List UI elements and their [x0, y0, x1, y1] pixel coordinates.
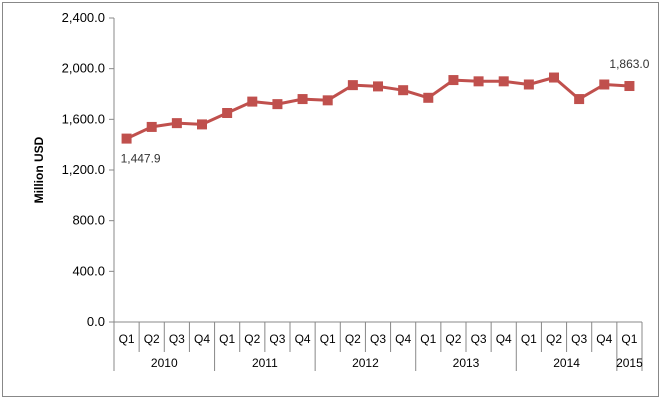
x-tick-label: Q2: [144, 332, 160, 346]
data-labels: 1,447.9 1,863.0: [121, 57, 650, 166]
data-point: [523, 79, 534, 90]
x-tick-label: Q1: [219, 332, 235, 346]
y-tick-label: 1,600.0: [62, 111, 105, 126]
y-tick-label: 1,200.0: [62, 162, 105, 177]
data-point: [171, 118, 182, 129]
year-label: 2011: [252, 356, 278, 370]
data-point: [146, 121, 157, 132]
y-tick-label: 800.0: [72, 213, 105, 228]
data-point: [297, 94, 308, 105]
data-point: [473, 76, 484, 87]
data-point: [347, 80, 358, 91]
x-tick-label: Q2: [546, 332, 562, 346]
data-point: [549, 72, 559, 83]
data-point: [272, 99, 283, 110]
data-point: [222, 108, 233, 118]
data-label: 1,447.9: [121, 152, 161, 166]
x-tick-label: Q3: [571, 332, 587, 346]
data-point: [398, 85, 409, 96]
year-label: 2014: [553, 356, 580, 370]
x-tick-label: Q4: [596, 332, 612, 346]
x-tick-label: Q2: [244, 332, 260, 346]
data-label: 1,863.0: [609, 57, 649, 71]
series: [121, 72, 635, 144]
y-axis-label: Million USD: [32, 136, 46, 203]
x-tick-label: Q1: [420, 332, 436, 346]
y-tick-label: 400.0: [72, 263, 105, 278]
data-point: [373, 81, 383, 92]
data-point: [599, 79, 610, 90]
x-tick-label: Q3: [471, 332, 487, 346]
data-point: [448, 75, 459, 86]
data-point: [423, 92, 434, 103]
x-tick-label: Q3: [370, 332, 386, 346]
x-tick-label: Q4: [295, 332, 311, 346]
year-label: 2012: [352, 356, 379, 370]
x-tick-label: Q4: [194, 332, 210, 346]
year-label: 2013: [453, 356, 480, 370]
y-axis: 0.0 400.0 800.0 1,200.0 1,600.0 2,000.0 2,400.…: [62, 10, 115, 329]
x-tick-label: Q1: [320, 332, 336, 346]
y-tick-label: 2,000.0: [62, 61, 105, 76]
year-label: 2015: [616, 356, 643, 370]
x-tick-label: Q1: [621, 332, 637, 346]
x-tick-label: Q3: [169, 332, 185, 346]
y-tick-label: 0.0: [87, 314, 105, 329]
x-tick-label: Q1: [119, 332, 135, 346]
data-point: [197, 119, 207, 130]
x-tick-label: Q1: [521, 332, 537, 346]
data-point: [498, 76, 509, 87]
x-tick-label: Q2: [345, 332, 361, 346]
data-point: [624, 81, 635, 92]
y-tick-label: 2,400.0: [62, 10, 105, 25]
chart-frame: [2, 2, 659, 397]
data-point: [121, 133, 132, 144]
x-tick-label: Q3: [269, 332, 285, 346]
x-tick-label: Q4: [395, 332, 411, 346]
x-tick-label: Q4: [496, 332, 512, 346]
data-point: [574, 94, 585, 105]
year-label: 2010: [151, 356, 178, 370]
x-tick-label: Q2: [445, 332, 461, 346]
data-point: [247, 96, 258, 107]
x-axis: Q1 Q2 Q3 Q4 Q1 Q2 Q3 Q4 Q1 Q2 Q3 Q4 Q1 Q2 Q3 Q4 Q1 Q2 Q3 Q4…: [113, 321, 643, 371]
data-point: [322, 95, 333, 106]
